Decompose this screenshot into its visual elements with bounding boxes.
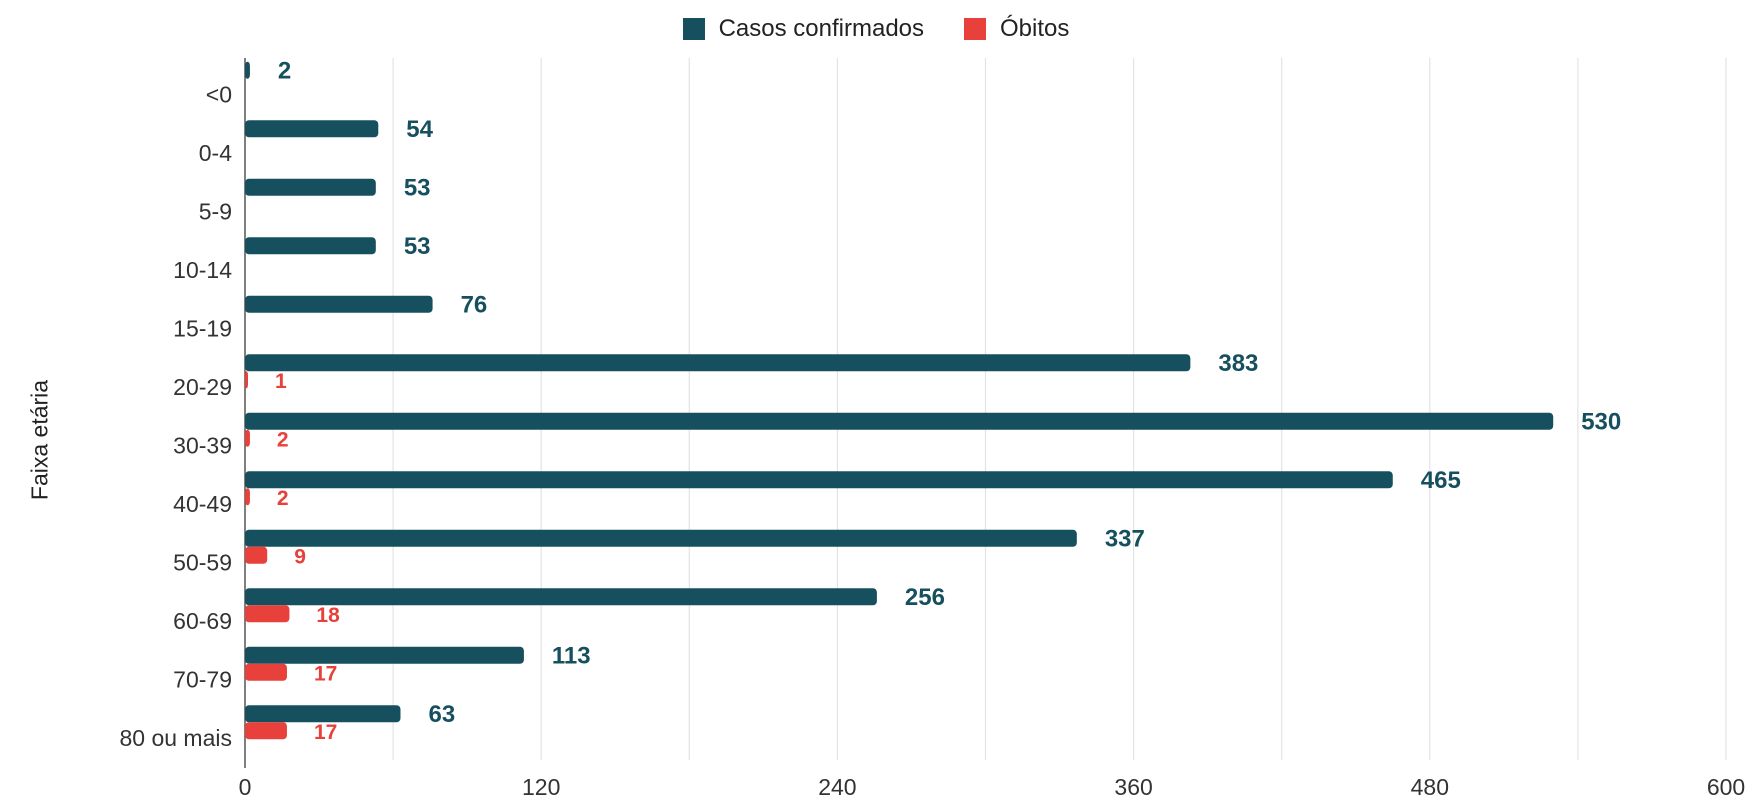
data-label-casos: 113	[552, 642, 591, 669]
y-tick-label: 60-69	[173, 608, 232, 634]
y-tick-label: 30-39	[173, 432, 232, 458]
x-tick-label: 240	[818, 774, 856, 800]
y-tick-label: 15-19	[173, 315, 232, 341]
legend-swatch-obitos	[964, 18, 987, 40]
bar-casos	[245, 412, 1554, 430]
bar-casos	[245, 237, 376, 255]
legend-swatch-casos	[682, 18, 705, 40]
legend: Casos confirmados Óbitos	[0, 14, 1752, 44]
data-label-obitos: 2	[277, 428, 289, 451]
data-label-casos: 256	[905, 584, 945, 611]
bar-obitos	[245, 722, 287, 740]
data-label-casos: 337	[1105, 525, 1145, 552]
y-tick-label: <0	[206, 81, 232, 107]
data-label-casos: 76	[461, 291, 488, 318]
bar-casos	[245, 120, 379, 138]
y-tick-label: 50-59	[173, 549, 232, 575]
legend-label-casos: Casos confirmados	[718, 15, 925, 42]
y-tick-label: 70-79	[173, 666, 232, 692]
legend-item-obitos[interactable]: Óbitos	[964, 15, 1069, 43]
data-label-casos: 2	[278, 57, 291, 84]
bar-casos	[245, 295, 433, 313]
x-tick-label: 0	[239, 774, 252, 800]
y-tick-label: 0-4	[199, 140, 232, 166]
bar-obitos	[245, 488, 250, 506]
bar-obitos	[245, 371, 248, 389]
bar-obitos	[245, 663, 287, 681]
data-label-casos: 53	[404, 233, 431, 260]
bar-obitos	[245, 605, 290, 623]
legend-item-casos[interactable]: Casos confirmados	[682, 15, 925, 43]
data-label-casos: 465	[1421, 467, 1461, 494]
y-tick-label: 80 ou mais	[119, 725, 232, 751]
bar-obitos	[245, 546, 268, 564]
bar-casos	[245, 61, 250, 79]
data-label-casos: 63	[429, 701, 456, 728]
bar-obitos	[245, 429, 250, 447]
data-label-casos: 530	[1581, 408, 1621, 435]
x-tick-label: 360	[1114, 774, 1152, 800]
y-tick-label: 40-49	[173, 491, 232, 517]
bar-casos	[245, 588, 877, 606]
data-label-casos: 54	[406, 116, 433, 143]
data-label-obitos: 1	[275, 370, 287, 393]
data-label-obitos: 17	[314, 662, 337, 685]
x-tick-label: 480	[1411, 774, 1449, 800]
x-tick-label: 600	[1707, 774, 1745, 800]
data-label-casos: 383	[1218, 350, 1258, 377]
y-tick-label: 10-14	[173, 257, 232, 283]
legend-label-obitos: Óbitos	[1000, 15, 1070, 42]
bar-casos	[245, 646, 524, 664]
y-tick-label: 20-29	[173, 374, 232, 400]
data-label-obitos: 17	[314, 721, 337, 744]
data-label-obitos: 2	[277, 487, 289, 510]
bar-casos	[245, 354, 1191, 372]
data-label-obitos: 18	[316, 604, 340, 627]
x-tick-label: 120	[522, 774, 560, 800]
data-label-obitos: 9	[294, 545, 306, 568]
bar-casos	[245, 471, 1393, 489]
bar-casos	[245, 529, 1077, 547]
data-label-casos: 53	[404, 174, 431, 201]
y-tick-label: 5-9	[199, 198, 232, 224]
bar-casos	[245, 705, 401, 723]
bar-casos	[245, 178, 376, 196]
